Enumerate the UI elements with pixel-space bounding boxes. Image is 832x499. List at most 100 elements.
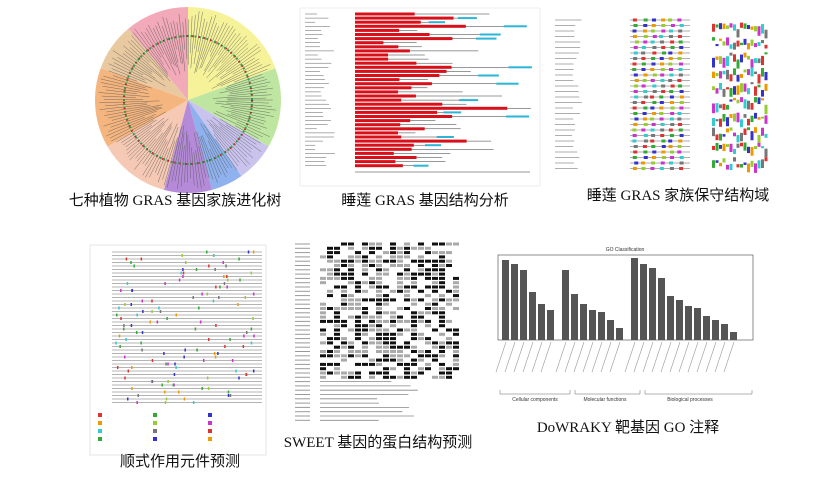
figure-art: [327, 272, 333, 276]
figure-art: [376, 315, 382, 319]
figure-art: [633, 341, 645, 373]
figure-art: [120, 289, 122, 292]
figure-art: [453, 307, 459, 310]
figure-art: [220, 106, 274, 117]
figure-art: [425, 354, 431, 358]
figure-art: [425, 367, 431, 371]
figure-art: [362, 246, 368, 250]
figure-art: [764, 133, 768, 138]
figure-art: [453, 276, 459, 280]
figure-art: [253, 334, 255, 338]
figure-art: [171, 141, 180, 182]
figure-art: [631, 258, 638, 340]
figure-art: [411, 246, 417, 250]
figure-art: [659, 167, 664, 170]
figure-art: [320, 268, 326, 272]
figure-art: [397, 289, 403, 293]
figure-art: [376, 289, 382, 293]
figure-art: [102, 85, 149, 94]
figure-art: [195, 150, 202, 189]
figure-art: [650, 79, 655, 82]
figure-art: [188, 100, 269, 177]
figure-art: [327, 362, 333, 366]
figure-art: [355, 90, 399, 94]
figure-art: [376, 302, 382, 306]
figure-art: [355, 61, 417, 65]
figure-art: [651, 62, 656, 66]
figure-art: [108, 63, 145, 81]
figure-art: [668, 128, 673, 132]
figure-art: [418, 367, 424, 371]
figure-art: [397, 362, 403, 366]
figure-art: [123, 324, 125, 327]
caption: DoWRAKY 靶基因 GO 注释: [537, 419, 719, 436]
figure-art: [213, 33, 241, 68]
figure-art: [418, 272, 424, 276]
figure-art: [712, 103, 715, 114]
figure-art: [122, 124, 153, 146]
figure-art: [129, 123, 165, 161]
figure-art: [740, 132, 743, 142]
figure-art: [743, 83, 747, 92]
figure-art: [397, 315, 403, 319]
figure-art: [320, 311, 326, 315]
figure-art: [677, 117, 682, 121]
figure-art: [327, 268, 333, 272]
caption: 睡莲 GRAS 家族保守结构域: [587, 187, 770, 204]
figure-art: [369, 341, 375, 345]
figure-art: [703, 316, 710, 340]
figure-art: [761, 55, 764, 66]
figure-art: [404, 276, 410, 280]
figure-art: [641, 68, 646, 71]
figure-art: [390, 259, 396, 263]
figure-art: [496, 82, 519, 85]
figure-art: [390, 350, 396, 353]
figure-art: [418, 315, 424, 319]
figure-art: [404, 341, 410, 345]
figure-art: [207, 387, 210, 390]
figure-art: [362, 354, 368, 358]
figure-art: [220, 57, 255, 80]
figure-art: [669, 117, 674, 121]
figure-art: [633, 150, 638, 154]
figure-art: [722, 143, 726, 152]
figure-art: [397, 358, 403, 362]
figure-art: [123, 35, 253, 165]
figure-art: [479, 33, 501, 36]
figure-art: [98, 421, 102, 425]
figure-art: [719, 23, 722, 30]
figure-art: [334, 307, 340, 310]
figure-art: [678, 341, 690, 373]
figure-art: [740, 164, 743, 168]
figure-art: [231, 110, 265, 119]
figure-art: [643, 156, 648, 159]
figure-art: [418, 350, 424, 353]
figure-art: [696, 341, 708, 373]
figure-art: [404, 354, 410, 358]
figure-art: [538, 304, 545, 340]
figure-art: [661, 29, 666, 33]
figure-art: [632, 167, 637, 170]
figure-art: [439, 375, 445, 379]
figure-art: [670, 112, 675, 115]
figure-art: [355, 16, 454, 20]
figure-art: [341, 345, 347, 349]
figure-art: [529, 292, 536, 340]
figure-art: [397, 307, 403, 310]
figure-art: [669, 73, 674, 77]
figure-art: [221, 35, 247, 64]
figure-art: [418, 358, 424, 362]
figure-art: [245, 331, 248, 334]
figure-art: [383, 354, 389, 358]
figure-art: [376, 242, 382, 246]
figure-art: [733, 24, 736, 31]
figure-art: [411, 345, 417, 349]
figure-art: [201, 135, 220, 179]
figure-art: [439, 268, 445, 272]
figure-art: [719, 71, 722, 79]
figure-art: [355, 328, 361, 332]
figure-art: [191, 147, 195, 186]
figure-art: [670, 84, 675, 88]
figure-art: [173, 373, 176, 376]
figure-art: [355, 127, 425, 131]
